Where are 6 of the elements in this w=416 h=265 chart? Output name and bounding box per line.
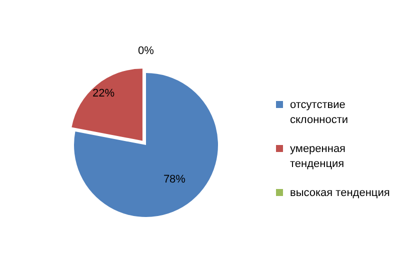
data-label: 78% [163, 173, 186, 186]
legend-label: отсутствие склонности [290, 98, 350, 128]
data-label: 22% [92, 88, 115, 100]
legend-label: высокая тенденция [290, 186, 391, 201]
text: 0% [138, 45, 154, 58]
legend-label: умеренная тенденция [290, 142, 347, 172]
